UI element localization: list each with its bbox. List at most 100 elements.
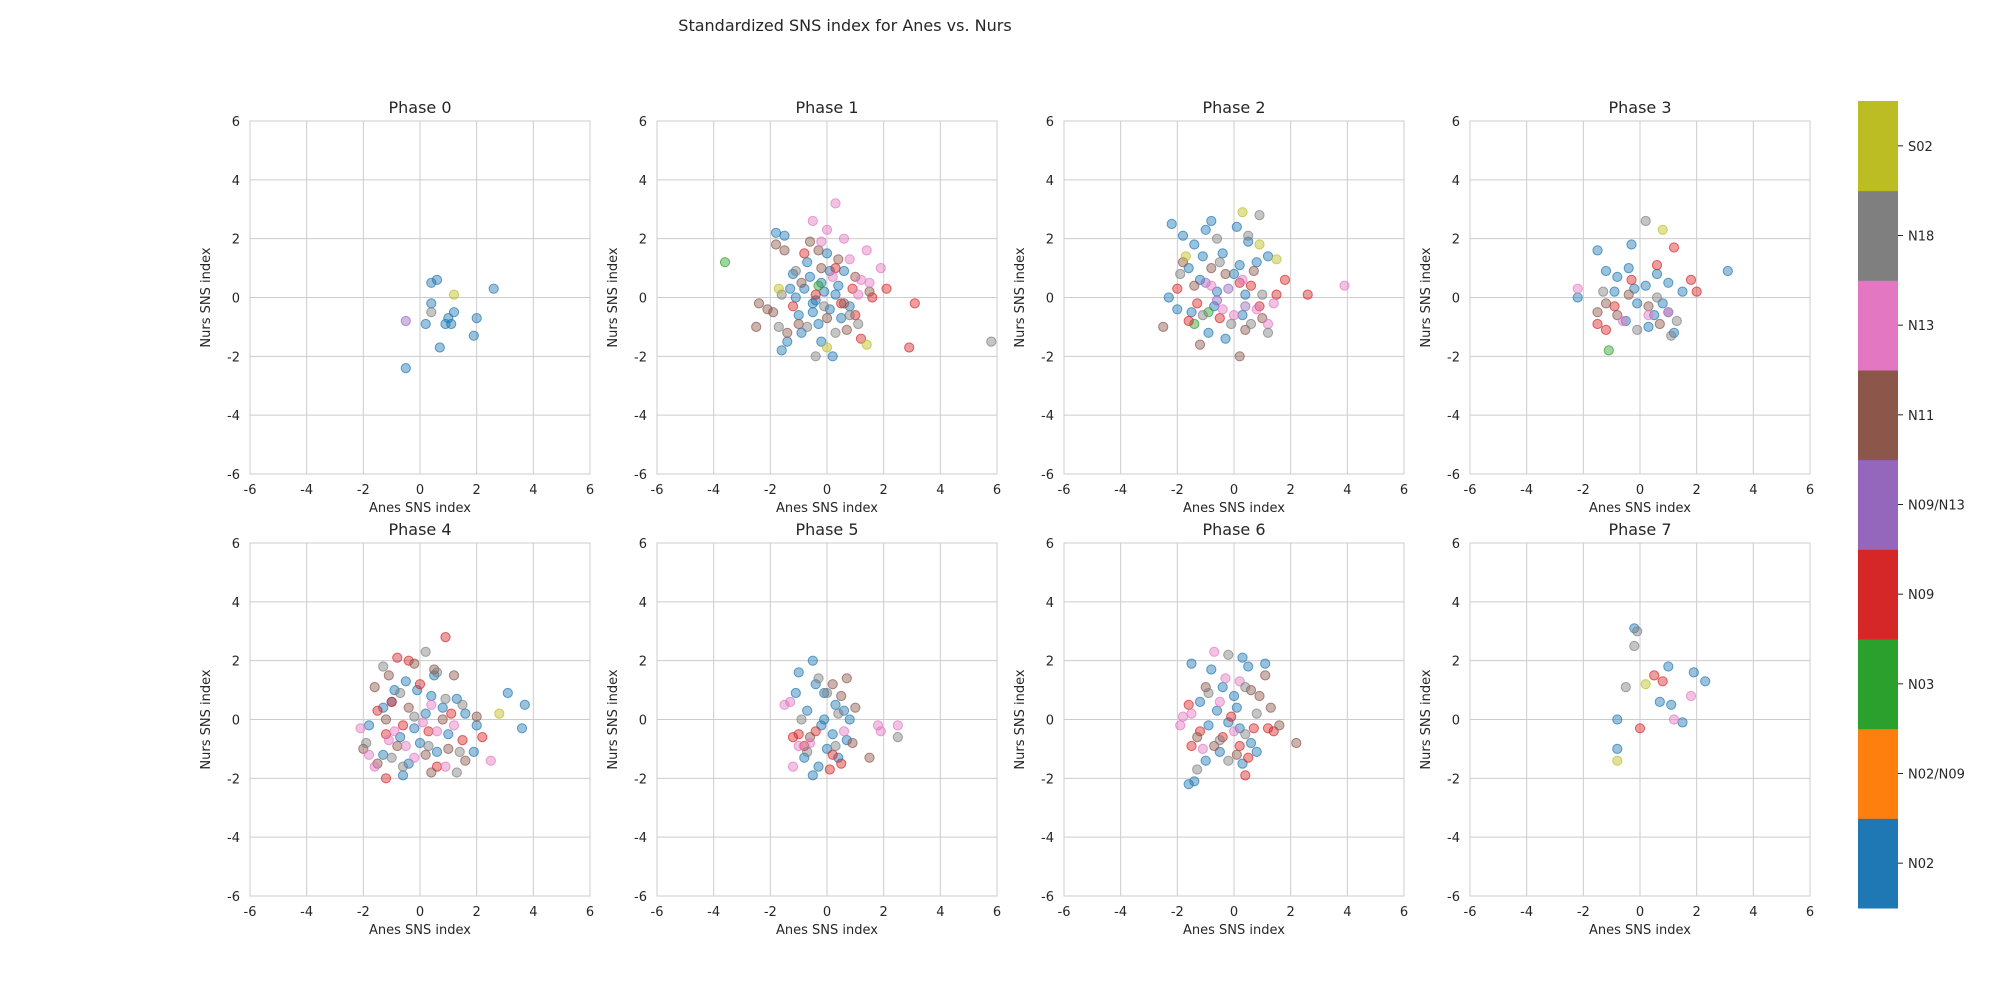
series-s02 [1612, 679, 1651, 766]
data-point [395, 687, 406, 699]
data-point [1175, 720, 1186, 731]
data-point [785, 283, 796, 294]
subplot-7: -6 -4 -2 0 2 4 6 -6 -4 -2 0 2 4 6 Phase 7 Anes SNS inde… [1419, 520, 1814, 938]
colorbar-label: S02 [1908, 140, 1933, 155]
data-point [753, 298, 765, 309]
data-point [420, 749, 431, 760]
series-n09 [1183, 699, 1279, 781]
data-point [790, 265, 801, 277]
data-point [1189, 776, 1200, 787]
data-point [448, 720, 460, 731]
data-point [1203, 307, 1214, 318]
data-point [389, 726, 400, 737]
data-point [1180, 251, 1191, 262]
x-tick-label: 2 [473, 905, 481, 920]
data-point [1271, 254, 1282, 265]
data-point [378, 702, 389, 713]
series-n03 [1603, 345, 1614, 356]
data-point [471, 313, 482, 324]
data-point [1609, 286, 1620, 297]
x-tick-label: -2 [1171, 905, 1184, 920]
series-n13 [1668, 690, 1697, 725]
y-tick-label: 6 [232, 537, 240, 552]
data-point [799, 248, 810, 259]
x-tick-label: 4 [529, 483, 537, 498]
x-tick-label: 4 [1343, 905, 1351, 920]
data-point [1649, 670, 1660, 681]
y-tick-label: -6 [1041, 890, 1054, 905]
data-point [1251, 746, 1262, 758]
data-point [807, 215, 818, 227]
data-point [1228, 726, 1240, 737]
data-point [719, 257, 731, 268]
x-tick-label: -2 [1577, 483, 1590, 498]
subplot-grid: -6 -4 -2 0 2 4 6 -6 -4 -2 0 2 4 6 Phase 0 Anes SNS inde… [199, 98, 1814, 938]
data-point [1657, 224, 1668, 235]
data-point [827, 749, 838, 760]
x-axis-label: Anes SNS index [776, 501, 878, 516]
data-point [429, 664, 440, 675]
x-tick-label: -6 [244, 905, 257, 920]
data-point [1663, 277, 1674, 288]
data-point [872, 720, 884, 731]
colorbar-label: N18 [1908, 230, 1934, 245]
data-point [838, 726, 850, 737]
colorbar-segment [1858, 370, 1898, 461]
series-n18 [361, 646, 468, 778]
x-tick-label: 0 [1230, 905, 1238, 920]
data-point [1260, 658, 1271, 669]
data-point [816, 277, 827, 288]
data-point [1214, 735, 1225, 746]
data-point [762, 304, 773, 315]
data-point [1685, 690, 1697, 702]
data-point [1194, 696, 1206, 708]
data-point [448, 307, 460, 318]
x-tick-label: -2 [357, 905, 370, 920]
x-tick-label: -6 [1464, 483, 1477, 498]
x-tick-label: 4 [936, 905, 944, 920]
data-point [1572, 283, 1583, 294]
data-point [836, 313, 847, 324]
data-point [1183, 699, 1194, 710]
y-tick-label: 6 [639, 537, 647, 552]
y-tick-label: -4 [634, 831, 647, 846]
data-point [1274, 720, 1285, 731]
data-point [417, 717, 428, 728]
x-tick-label: 6 [1400, 483, 1408, 498]
data-point [838, 265, 850, 277]
data-point [821, 687, 833, 699]
data-point [392, 652, 403, 663]
data-point [1257, 289, 1268, 300]
data-point [1666, 330, 1677, 341]
figure-title: Standardized SNS index for Anes vs. Nurs [678, 16, 1011, 35]
data-point [830, 699, 841, 710]
data-point [1685, 274, 1697, 285]
data-point [397, 720, 409, 731]
data-point [1620, 682, 1631, 693]
data-point [1237, 652, 1248, 663]
data-point [1200, 682, 1211, 693]
data-point [787, 732, 799, 743]
data-point [844, 714, 855, 725]
series-n13 [1175, 646, 1245, 755]
data-point [768, 307, 779, 318]
y-axis-label: Nurs SNS index [199, 669, 214, 769]
data-point [787, 268, 799, 280]
y-tick-label: 6 [232, 115, 240, 130]
data-point [440, 632, 451, 643]
data-point [853, 318, 864, 330]
y-tick-label: -6 [227, 890, 240, 905]
data-point [779, 230, 790, 241]
data-point [838, 233, 850, 244]
y-tick-label: 0 [1046, 714, 1054, 729]
data-point [904, 342, 915, 353]
data-point [810, 679, 821, 690]
data-point [836, 758, 847, 769]
data-point [841, 324, 852, 335]
data-point [1211, 233, 1223, 244]
data-point [1158, 321, 1169, 332]
data-point [409, 658, 420, 669]
series-n18 [1620, 626, 1643, 693]
data-point [414, 679, 426, 690]
data-point [830, 740, 841, 752]
